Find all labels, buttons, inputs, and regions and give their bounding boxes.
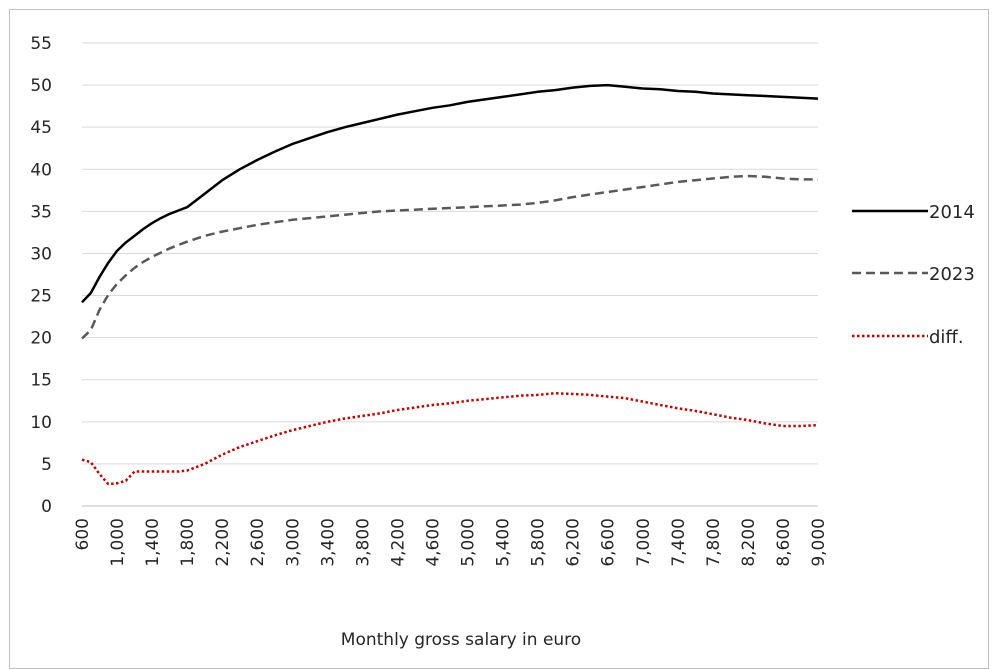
y-tick-label: 5: [41, 455, 52, 475]
x-tick-label: 3,800: [353, 518, 373, 567]
y-axis: 0 5 10 15 20 25 30 35 40 45 50 55: [30, 34, 52, 517]
gridlines: [82, 42, 818, 507]
legend: 2014 2023 diff.: [852, 202, 975, 348]
x-tick-label: 3,400: [318, 518, 338, 567]
x-tick-label: 8,200: [739, 518, 759, 567]
x-axis: 600 1,000 1,400 1,800 2,200 2,600 3,000 3,400 3,…: [73, 518, 829, 567]
x-tick-label: 1,400: [143, 518, 163, 567]
y-tick-label: 10: [30, 413, 52, 433]
x-tick-label: 7,400: [669, 518, 689, 567]
x-tick-label: 3,000: [283, 518, 303, 567]
y-tick-label: 40: [30, 160, 52, 180]
y-tick-label: 50: [30, 76, 52, 96]
x-tick-label: 5,400: [494, 518, 514, 567]
y-tick-label: 15: [30, 371, 52, 391]
y-tick-label: 45: [30, 118, 52, 138]
x-tick-label: 7,800: [704, 518, 724, 567]
x-tick-label: 9,000: [809, 518, 829, 567]
legend-label: 2023: [929, 264, 975, 285]
y-tick-label: 25: [30, 287, 52, 307]
series-line-diff: [81, 391, 819, 486]
y-tick-label: 30: [30, 244, 52, 264]
x-tick-label: 1,000: [108, 518, 128, 567]
x-tick-label: 5,000: [459, 518, 479, 567]
y-tick-label: 0: [41, 497, 52, 517]
x-tick-label: 4,600: [423, 518, 443, 567]
legend-label: 2014: [929, 202, 975, 223]
series-line-2014: [81, 83, 819, 304]
series-group: [81, 83, 819, 486]
x-tick-label: 6,200: [564, 518, 584, 567]
x-tick-label: 7,000: [634, 518, 654, 567]
y-tick-label: 55: [30, 34, 52, 54]
x-tick-label: 2,200: [213, 518, 233, 567]
x-tick-label: 5,800: [529, 518, 549, 567]
series-line-2023: [81, 174, 818, 340]
y-tick-label: 35: [30, 202, 52, 222]
x-tick-label: 600: [73, 518, 93, 550]
x-tick-label: 4,200: [388, 518, 408, 567]
x-axis-title: Monthly gross salary in euro: [341, 630, 581, 650]
line-chart: 0 5 10 15 20 25 30 35 40 45 50 55 600 1,000 1,400 1,80…: [30, 34, 975, 650]
y-tick-label: 20: [30, 329, 52, 349]
x-tick-label: 6,600: [599, 518, 619, 567]
x-tick-label: 1,800: [178, 518, 198, 567]
x-tick-label: 8,600: [774, 518, 794, 567]
x-tick-label: 2,600: [248, 518, 268, 567]
legend-label: diff.: [929, 327, 964, 348]
